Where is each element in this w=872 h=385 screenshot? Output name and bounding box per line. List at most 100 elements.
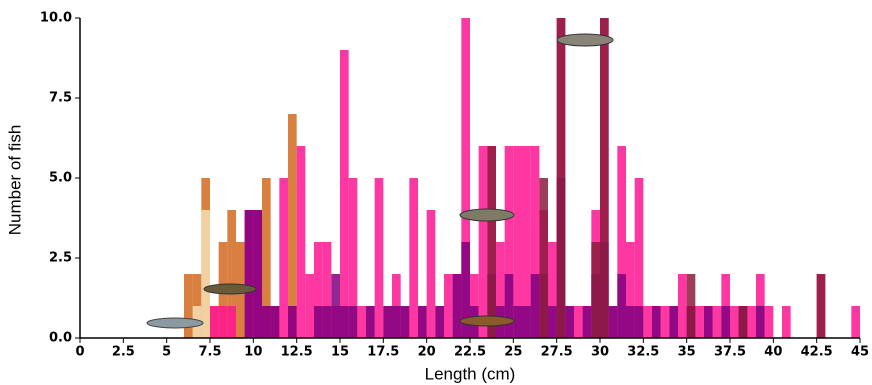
x-tick-label: 17.5 <box>367 345 399 360</box>
bar <box>730 306 739 338</box>
bar <box>504 146 514 338</box>
bar <box>340 50 349 338</box>
bar <box>695 306 704 338</box>
bar <box>348 306 358 338</box>
bar <box>617 146 626 338</box>
bar <box>591 242 600 338</box>
y-tick-label: 0.0 <box>49 331 72 346</box>
bar <box>288 114 297 338</box>
bar <box>660 306 670 338</box>
y-tick-label: 5.0 <box>49 171 72 186</box>
bar <box>340 306 349 338</box>
bar <box>227 306 236 338</box>
bar <box>513 146 522 338</box>
y-tick-label: 2.5 <box>49 251 72 266</box>
x-tick-label: 30 <box>591 345 609 360</box>
bar <box>262 306 271 338</box>
bar <box>478 146 488 338</box>
bar <box>626 242 635 338</box>
y-tick-label: 10.0 <box>40 11 72 26</box>
x-tick-label: 20 <box>418 345 436 360</box>
x-axis-label: Length (cm) <box>425 364 516 383</box>
bar <box>374 178 384 338</box>
bar <box>184 274 193 338</box>
bar <box>461 18 470 338</box>
bar <box>652 306 661 338</box>
bar <box>634 306 644 338</box>
bar <box>548 306 557 338</box>
bar <box>322 242 332 338</box>
bar <box>626 306 635 338</box>
bar <box>782 306 791 338</box>
bar <box>513 306 522 338</box>
bar <box>409 178 418 338</box>
bar <box>366 306 375 338</box>
bar <box>444 274 453 338</box>
bar <box>461 242 470 338</box>
fish-icon <box>459 315 515 327</box>
bar <box>244 210 254 338</box>
bar <box>643 306 652 338</box>
bar <box>556 18 566 338</box>
bar <box>279 178 288 338</box>
x-tick-label: 10 <box>244 345 262 360</box>
bar <box>548 242 557 338</box>
bar <box>253 210 262 338</box>
bar <box>305 274 314 338</box>
bar <box>496 242 505 338</box>
bar <box>747 306 756 338</box>
bar <box>227 210 236 338</box>
bar <box>608 306 618 338</box>
bar <box>322 306 332 338</box>
bar <box>574 306 583 338</box>
x-tick-label: 0 <box>75 345 84 360</box>
x-tick-label: 40 <box>764 345 782 360</box>
bar <box>522 306 531 338</box>
bar <box>210 306 219 338</box>
bar <box>764 306 774 338</box>
bar <box>296 146 306 338</box>
x-tick-label: 7.5 <box>198 345 221 360</box>
bar <box>426 210 436 338</box>
bar <box>678 274 687 338</box>
x-tick-label: 5 <box>162 345 171 360</box>
bar <box>314 242 323 338</box>
x-tick-label: 37.5 <box>714 345 746 360</box>
x-tick-label: 22.5 <box>454 345 486 360</box>
fish-icon <box>203 283 257 295</box>
bar <box>262 178 271 338</box>
bar <box>487 146 496 338</box>
x-tick-label: 12.5 <box>281 345 313 360</box>
bar <box>400 306 410 338</box>
bar <box>617 274 626 338</box>
bar <box>504 274 514 338</box>
fish-icon <box>556 33 614 47</box>
y-tick-label: 7.5 <box>49 91 72 106</box>
x-tick-label: 2.5 <box>112 345 135 360</box>
bar <box>539 178 548 338</box>
bar <box>452 274 462 338</box>
fish-icon <box>146 317 204 329</box>
bar <box>348 178 358 338</box>
bar <box>522 146 531 338</box>
bar <box>738 306 748 338</box>
bar <box>600 18 609 338</box>
x-tick-label: 15 <box>331 345 349 360</box>
bar <box>686 274 696 338</box>
bar <box>435 306 444 338</box>
bar <box>392 306 401 338</box>
bar <box>582 306 592 338</box>
bar <box>331 274 340 338</box>
x-tick-label: 27.5 <box>541 345 573 360</box>
bar <box>669 306 678 338</box>
bar <box>270 306 280 338</box>
bar <box>383 306 392 338</box>
fish-icons <box>146 33 614 329</box>
bar <box>634 178 644 338</box>
bars <box>184 18 860 338</box>
bar <box>721 306 730 338</box>
x-tick-label: 45 <box>851 345 869 360</box>
x-tick-label: 35 <box>678 345 696 360</box>
bar <box>530 146 540 338</box>
